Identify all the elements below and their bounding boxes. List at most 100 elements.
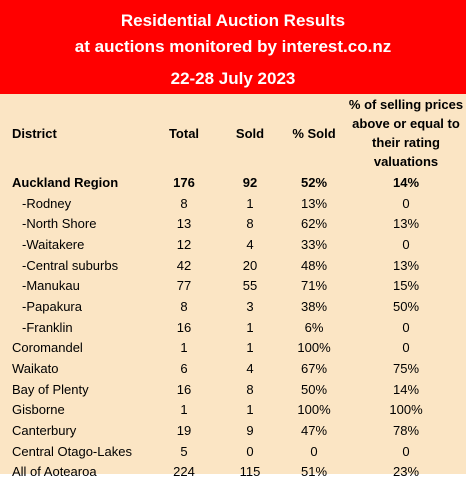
table-row: -Manukau 77 55 71% 15% <box>0 275 466 296</box>
sold-cell: 8 <box>246 216 254 232</box>
total-cell: 5 <box>180 443 188 459</box>
pct-above-cell: 13% <box>392 257 420 273</box>
pct-above-cell: 0 <box>402 236 410 252</box>
district-cell: -Rodney <box>22 195 72 211</box>
total-cell: 8 <box>180 298 188 314</box>
pct-sold-cell: 51% <box>300 464 328 480</box>
pct-above-cell: 0 <box>402 195 410 211</box>
pct-above-cell: 0 <box>402 443 410 459</box>
column-header-district: District <box>12 125 57 141</box>
district-cell: -Franklin <box>22 319 73 335</box>
sold-cell: 9 <box>246 423 254 439</box>
column-header-pct-above-valuation: % of selling prices above or equal to th… <box>348 97 464 169</box>
pct-sold-cell: 6% <box>304 319 324 335</box>
total-cell: 8 <box>180 195 188 211</box>
district-cell: Coromandel <box>12 340 83 356</box>
district-cell: All of Aotearoa <box>12 464 97 480</box>
sold-cell: 8 <box>246 381 254 397</box>
sold-cell: 4 <box>246 361 254 377</box>
pct-above-cell: 0 <box>402 319 410 335</box>
report-header: Residential Auction Results at auctions … <box>0 0 466 94</box>
pct-above-cell: 78% <box>392 423 420 439</box>
table-row: Waikato 6 4 67% 75% <box>0 358 466 379</box>
total-cell: 1 <box>180 402 188 418</box>
pct-above-cell: 0 <box>402 340 410 356</box>
pct-sold-cell: 38% <box>300 298 328 314</box>
pct-above-cell: 100% <box>389 402 423 418</box>
table-row: -Franklin 16 1 6% 0 <box>0 317 466 338</box>
results-table-container: District Total Sold % Sold % of selling … <box>0 94 466 479</box>
sold-cell: 4 <box>246 236 254 252</box>
pct-above-cell: 15% <box>392 278 420 294</box>
table-row: Bay of Plenty 16 8 50% 14% <box>0 379 466 400</box>
pct-above-cell: 14% <box>392 174 420 190</box>
table-row: Coromandel 1 1 100% 0 <box>0 338 466 359</box>
table-row: -Waitakere 12 4 33% 0 <box>0 234 466 255</box>
pct-sold-cell: 33% <box>300 236 328 252</box>
pct-sold-cell: 0 <box>310 443 318 459</box>
pct-sold-cell: 13% <box>300 195 328 211</box>
column-header-pct-sold: % Sold <box>292 125 336 141</box>
sold-cell: 3 <box>246 298 254 314</box>
district-cell: Waikato <box>12 361 59 377</box>
district-cell: -North Shore <box>22 216 97 232</box>
pct-sold-cell: 100% <box>297 402 331 418</box>
total-cell: 13 <box>176 216 192 232</box>
sold-cell: 115 <box>239 464 261 480</box>
column-header-total: Total <box>168 125 200 141</box>
pct-sold-cell: 48% <box>300 257 328 273</box>
total-cell: 224 <box>173 464 195 480</box>
total-cell: 1 <box>180 340 188 356</box>
district-cell: -Papakura <box>22 298 82 314</box>
sold-cell: 55 <box>242 278 258 294</box>
pct-above-cell: 23% <box>392 464 420 480</box>
pct-sold-cell: 67% <box>300 361 328 377</box>
total-cell: 6 <box>180 361 188 377</box>
report-date-range: 22-28 July 2023 <box>170 69 296 88</box>
total-cell: 176 <box>173 174 195 190</box>
sold-cell: 1 <box>246 340 254 356</box>
table-row: Auckland Region 176 92 52% 14% <box>0 172 466 193</box>
table-header-row: District Total Sold % Sold % of selling … <box>0 94 466 172</box>
total-cell: 77 <box>176 278 192 294</box>
district-cell: Auckland Region <box>12 174 119 190</box>
pct-sold-cell: 52% <box>300 174 328 190</box>
table-row: -Rodney 8 1 13% 0 <box>0 193 466 214</box>
total-cell: 19 <box>176 423 192 439</box>
report-title: Residential Auction Results <box>120 11 346 30</box>
table-row: -North Shore 13 8 62% 13% <box>0 213 466 234</box>
table-row: -Central suburbs 42 20 48% 13% <box>0 255 466 276</box>
district-cell: -Manukau <box>22 278 80 294</box>
pct-above-cell: 13% <box>392 216 420 232</box>
district-cell: -Waitakere <box>22 236 85 252</box>
table-row: Central Otago-Lakes 5 0 0 0 <box>0 441 466 462</box>
pct-sold-cell: 47% <box>300 423 328 439</box>
table-row-total: All of Aotearoa 224 115 51% 23% <box>0 462 466 482</box>
report-subtitle: at auctions monitored by interest.co.nz <box>74 37 392 56</box>
sold-cell: 1 <box>246 402 254 418</box>
pct-above-cell: 75% <box>392 361 420 377</box>
pct-sold-cell: 62% <box>300 216 328 232</box>
pct-above-cell: 50% <box>392 298 420 314</box>
table-row: Gisborne 1 1 100% 100% <box>0 400 466 421</box>
results-table: District Total Sold % Sold % of selling … <box>0 94 466 482</box>
district-cell: -Central suburbs <box>22 257 119 273</box>
district-cell: Bay of Plenty <box>12 381 89 397</box>
total-cell: 12 <box>176 236 192 252</box>
column-header-sold: Sold <box>235 125 265 141</box>
district-cell: Gisborne <box>12 402 65 418</box>
district-cell: Canterbury <box>12 423 77 439</box>
sold-cell: 1 <box>246 319 254 335</box>
sold-cell: 92 <box>242 174 258 190</box>
total-cell: 42 <box>176 257 192 273</box>
district-cell: Central Otago-Lakes <box>12 443 132 459</box>
sold-cell: 1 <box>246 195 254 211</box>
sold-cell: 0 <box>246 443 254 459</box>
total-cell: 16 <box>176 381 192 397</box>
pct-sold-cell: 50% <box>300 381 328 397</box>
table-row: -Papakura 8 3 38% 50% <box>0 296 466 317</box>
total-cell: 16 <box>176 319 192 335</box>
pct-sold-cell: 100% <box>297 340 331 356</box>
table-row: Canterbury 19 9 47% 78% <box>0 420 466 441</box>
